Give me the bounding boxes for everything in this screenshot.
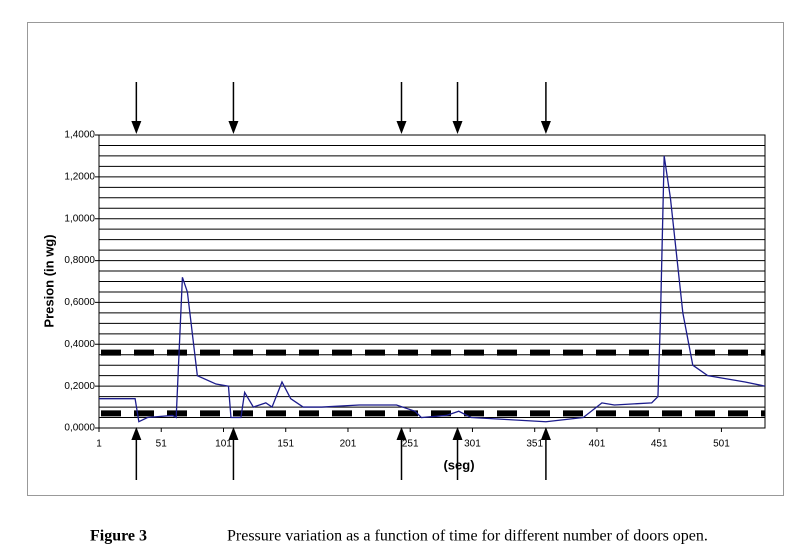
- x-tick-label: 251: [402, 439, 419, 450]
- x-tick-label: 301: [464, 439, 481, 450]
- arrow-down-head: [131, 121, 142, 134]
- y-tick-label: 0,6000: [64, 297, 95, 308]
- arrow-up-head: [228, 427, 239, 440]
- figure-caption: Pressure variation as a function of time…: [227, 528, 708, 545]
- x-tick-label: 51: [156, 439, 168, 450]
- x-axis-label: (seg): [443, 457, 474, 472]
- figure-label: Figure 3: [90, 528, 147, 545]
- x-tick-label: 1: [96, 439, 102, 450]
- arrow-up-head: [452, 427, 463, 440]
- y-tick-label: 0,0000: [64, 423, 95, 434]
- y-tick-label: 1,2000: [64, 171, 95, 182]
- x-tick-label: 401: [589, 439, 606, 450]
- arrow-down-head: [228, 121, 239, 134]
- x-tick-label: 201: [340, 439, 357, 450]
- x-tick-label: 501: [713, 439, 730, 450]
- y-tick-label: 0,2000: [64, 381, 95, 392]
- y-tick-label: 1,0000: [64, 213, 95, 224]
- x-tick-label: 101: [215, 439, 232, 450]
- y-tick-label: 0,4000: [64, 339, 95, 350]
- arrow-up-head: [131, 427, 142, 440]
- arrow-down-head: [396, 121, 407, 134]
- data-line: [99, 155, 766, 423]
- arrow-down-head: [452, 121, 463, 134]
- x-tick-label: 351: [526, 439, 543, 450]
- y-tick-label: 1,4000: [64, 130, 95, 141]
- x-tick-label: 151: [277, 439, 294, 450]
- y-axis-label: Presion (in wg): [41, 234, 56, 327]
- arrow-down-head: [540, 121, 551, 134]
- arrow-up-head: [396, 427, 407, 440]
- arrow-up-head: [540, 427, 551, 440]
- x-tick-label: 451: [651, 439, 668, 450]
- y-tick-label: 0,8000: [64, 255, 95, 266]
